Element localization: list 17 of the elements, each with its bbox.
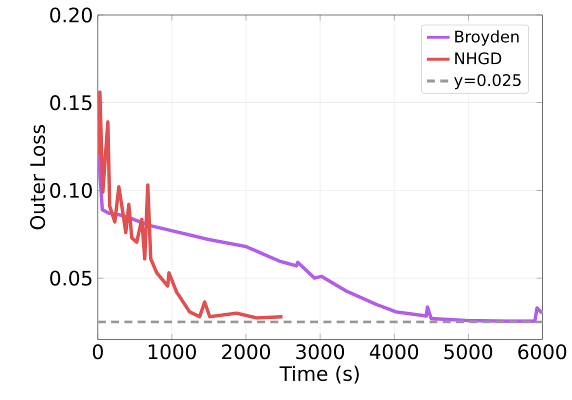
legend-label: NHGD bbox=[455, 52, 502, 64]
x-tick-label: 4000 bbox=[370, 344, 418, 360]
x-tick-label: 2000 bbox=[222, 344, 270, 360]
y-tick-label: 0.20 bbox=[50, 7, 92, 22]
x-axis-title: Time (s) bbox=[280, 366, 359, 384]
x-tick-label: 0 bbox=[92, 344, 103, 360]
line-series bbox=[98, 90, 284, 320]
x-tick-label: 5000 bbox=[444, 344, 492, 360]
y-tick-label: 0.10 bbox=[50, 182, 92, 198]
x-tick-label: 6000 bbox=[518, 344, 566, 360]
y-tick-label: 0.05 bbox=[50, 270, 92, 286]
y-tick-label: 0.15 bbox=[50, 94, 92, 110]
x-tick-label: 1000 bbox=[148, 344, 196, 360]
legend-label: y=0.025 bbox=[454, 74, 521, 89]
legend-label: Broyden bbox=[455, 30, 519, 46]
y-axis-title: Outer Loss bbox=[30, 124, 46, 230]
x-tick-label: 3000 bbox=[296, 344, 344, 360]
